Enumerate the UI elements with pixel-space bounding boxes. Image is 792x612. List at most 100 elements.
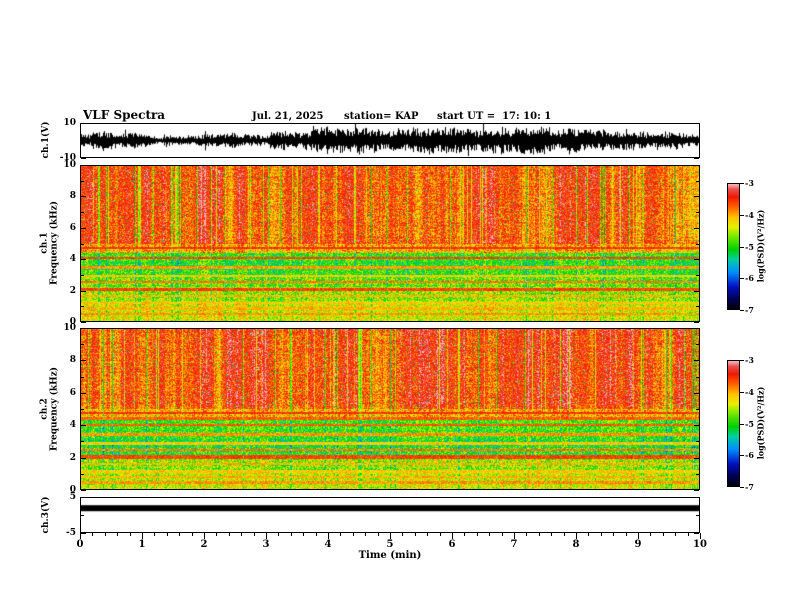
tick-mark <box>340 533 341 536</box>
tick-mark <box>179 533 180 536</box>
tick-mark <box>427 533 428 536</box>
tick-mark <box>601 533 602 536</box>
tick-mark <box>694 533 699 534</box>
tick-label: 0 <box>69 317 76 327</box>
tick-label: 2 <box>69 453 76 463</box>
ch2-row-label: ch.2 <box>39 398 50 420</box>
tick-mark <box>740 360 744 361</box>
tick-mark <box>551 533 552 536</box>
tick-label: -7 <box>745 482 754 492</box>
tick-label: 1 <box>138 539 146 550</box>
tick-mark <box>526 533 527 536</box>
tick-label: 8 <box>69 191 76 201</box>
ch3-voltage-axis-text: ch.3(V) <box>40 496 51 534</box>
tick-label: 10 <box>693 539 707 550</box>
tick-mark <box>740 278 744 279</box>
tick-mark <box>440 533 441 536</box>
tick-mark <box>353 533 354 536</box>
colorbar-ch1-label: log(PSD)(V²/Hz) <box>755 209 766 283</box>
figure-title: VLF Spectra <box>83 108 166 122</box>
colorbar-ch1-label-text: log(PSD)(V²/Hz) <box>755 209 766 283</box>
tick-mark <box>192 533 193 536</box>
tick-label: 6 <box>448 539 456 550</box>
tick-mark <box>452 533 453 539</box>
colorbar-ch2-label: log(PSD)(V²/Hz) <box>755 386 766 460</box>
tick-mark <box>278 533 279 536</box>
tick-label: 2 <box>69 286 76 296</box>
ch1-waveform-canvas <box>81 124 699 157</box>
tick-mark <box>514 533 515 539</box>
tick-mark <box>464 533 465 536</box>
tick-mark <box>502 533 503 536</box>
tick-mark <box>740 247 744 248</box>
tick-mark <box>700 533 701 539</box>
ch2-spectrogram-panel <box>80 328 700 490</box>
tick-mark <box>415 533 416 536</box>
tick-mark <box>92 533 93 536</box>
colorbar-ch2-canvas <box>728 361 739 486</box>
tick-mark <box>663 533 664 536</box>
ch2-spectrogram-canvas <box>81 329 699 489</box>
tick-label: 7 <box>510 539 518 550</box>
tick-label: 4 <box>324 539 332 550</box>
tick-mark <box>588 533 589 536</box>
time-axis-label: Time (min) <box>358 550 422 561</box>
tick-mark <box>626 533 627 536</box>
tick-mark <box>81 533 86 534</box>
tick-mark <box>216 533 217 536</box>
tick-label: 5 <box>386 539 394 550</box>
ch1-voltage-axis-text: ch.1(V) <box>40 121 51 159</box>
colorbar-ch2-label-text: log(PSD)(V²/Hz) <box>755 386 766 460</box>
tick-mark <box>694 490 699 491</box>
colorbar-ch1-canvas <box>728 184 739 309</box>
ch1-spectrogram-panel <box>80 165 700 322</box>
ch2-frequency-axis-text: Frequency (kHz) <box>50 366 60 452</box>
tick-label: -10 <box>59 153 76 163</box>
tick-mark <box>316 533 317 536</box>
tick-mark <box>694 158 699 159</box>
tick-label: -3 <box>745 178 754 188</box>
tick-label: 10 <box>63 160 76 170</box>
ch1-frequency-axis-label: ch.1 Frequency (kHz) <box>40 201 61 285</box>
tick-mark <box>365 533 366 536</box>
tick-mark <box>81 490 86 491</box>
tick-mark <box>80 533 81 539</box>
tick-mark <box>740 183 744 184</box>
colorbar-ch2 <box>727 360 740 487</box>
tick-mark <box>117 533 118 536</box>
tick-mark <box>167 533 168 536</box>
tick-mark <box>81 322 86 323</box>
tick-label: 10 <box>63 323 76 333</box>
tick-mark <box>142 533 143 539</box>
ch1-frequency-axis-text: Frequency (kHz) <box>50 200 60 286</box>
tick-label: 0 <box>76 539 84 550</box>
ch1-voltage-axis-label: ch.1(V) <box>41 122 51 159</box>
tick-mark <box>638 533 639 539</box>
ch3-voltage-axis-label: ch.3(V) <box>41 497 51 534</box>
tick-mark <box>154 533 155 536</box>
tick-label: -5 <box>66 528 76 538</box>
tick-label: 8 <box>572 539 580 550</box>
ch3-trace-panel <box>80 497 700 533</box>
tick-mark <box>402 533 403 536</box>
tick-mark <box>378 533 379 536</box>
figure-date: Jul. 21, 2025 <box>252 111 324 122</box>
tick-mark <box>740 392 744 393</box>
tick-mark <box>613 533 614 536</box>
tick-mark <box>291 533 292 536</box>
tick-mark <box>650 533 651 536</box>
tick-mark <box>229 533 230 536</box>
tick-mark <box>81 158 86 159</box>
tick-label: 0 <box>69 485 76 495</box>
ch2-frequency-axis-label: ch.2 Frequency (kHz) <box>40 367 61 451</box>
tick-mark <box>539 533 540 536</box>
tick-mark <box>564 533 565 536</box>
tick-mark <box>303 533 304 536</box>
tick-mark <box>266 533 267 539</box>
tick-mark <box>241 533 242 536</box>
tick-label: 2 <box>200 539 208 550</box>
tick-label: 9 <box>634 539 642 550</box>
tick-label: -7 <box>745 305 754 315</box>
tick-mark <box>390 533 391 539</box>
